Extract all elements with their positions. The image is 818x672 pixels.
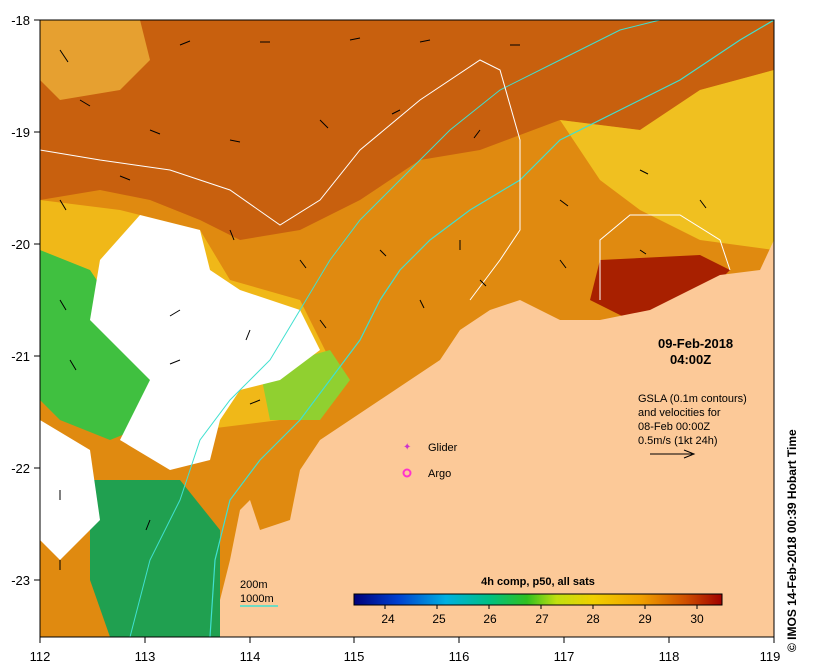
y-tick-labels: -18 -19 -20 -21 -22 -23 <box>11 13 30 588</box>
map-time: 04:00Z <box>670 352 711 367</box>
y-tick-label: -22 <box>11 461 30 476</box>
colorbar-tick-label: 30 <box>690 612 704 626</box>
x-tick-label: 116 <box>449 649 470 664</box>
axis-ticks <box>34 19 775 643</box>
y-tick-label: -21 <box>11 349 30 364</box>
platform-legend: ✦ Glider Argo <box>402 442 458 480</box>
bathymetry-200m <box>209 20 774 637</box>
x-tick-labels: 112 113 114 115 116 117 118 119 <box>30 649 781 664</box>
map-date: 09-Feb-2018 <box>658 336 733 351</box>
colorbar-tick-label: 24 <box>381 612 395 626</box>
bathymetry-1000m <box>129 20 661 637</box>
legend-argo-label: Argo <box>428 468 451 480</box>
x-tick-label: 113 <box>135 649 156 664</box>
x-tick-label: 114 <box>240 649 261 664</box>
colorbar-gradient <box>353 593 723 606</box>
no-data-region <box>90 215 320 470</box>
x-tick-label: 112 <box>30 649 51 664</box>
x-tick-label: 119 <box>760 649 781 664</box>
y-tick-label: -19 <box>11 125 30 140</box>
gsla-note-line: and velocities for <box>638 407 721 419</box>
credit-text: © IMOS 14-Feb-2018 00:39 Hobart Time <box>785 429 799 652</box>
green-region-west <box>40 250 170 440</box>
velocity-arrows <box>59 37 707 570</box>
gsla-note-line: GSLA (0.1m contours) <box>638 393 747 405</box>
map-plot-area <box>40 20 774 637</box>
green-region-south <box>90 480 220 637</box>
y-tick-label: -23 <box>11 573 30 588</box>
bathy-200m-label: 200m <box>240 579 268 591</box>
bathy-1000m-label: 1000m <box>240 593 274 605</box>
gsla-note-line: 08-Feb 00:00Z <box>638 421 710 433</box>
gsla-note-line: 0.5m/s (1kt 24h) <box>638 435 717 447</box>
colorbar-tick-label: 28 <box>586 612 600 626</box>
gsla-note: GSLA (0.1m contours) and velocities for … <box>638 393 747 459</box>
y-tick-label: -20 <box>11 237 30 252</box>
glider-icon: ✦ <box>403 442 411 453</box>
north-west-patch <box>40 20 150 100</box>
plot-frame <box>39 19 775 638</box>
y-tick-label: -18 <box>11 13 30 28</box>
scale-arrow-head <box>683 449 696 459</box>
gsla-contour-1 <box>40 59 521 301</box>
warm-region <box>40 20 774 240</box>
colorbar-tick-label: 27 <box>535 612 549 626</box>
colorbar-title: 4h comp, p50, all sats <box>481 576 595 588</box>
yellow-region-east <box>560 70 774 250</box>
bathymetry-legend: 200m 1000m <box>240 579 278 607</box>
legend-glider-label: Glider <box>428 442 458 454</box>
colorbar-ticks <box>384 605 698 609</box>
colorbar-tick-label: 26 <box>483 612 497 626</box>
x-tick-label: 115 <box>344 649 365 664</box>
no-data-region-sw <box>40 420 100 560</box>
land-area <box>220 240 774 637</box>
colorbar: 4h comp, p50, all sats 24 25 26 27 28 29… <box>353 576 723 626</box>
x-tick-label: 117 <box>554 649 575 664</box>
gsla-contour-2 <box>599 214 731 300</box>
hot-region <box>590 255 730 320</box>
colorbar-tick-label: 25 <box>432 612 446 626</box>
colorbar-tick-label: 29 <box>638 612 652 626</box>
x-tick-label: 118 <box>659 649 680 664</box>
argo-icon <box>402 468 412 478</box>
